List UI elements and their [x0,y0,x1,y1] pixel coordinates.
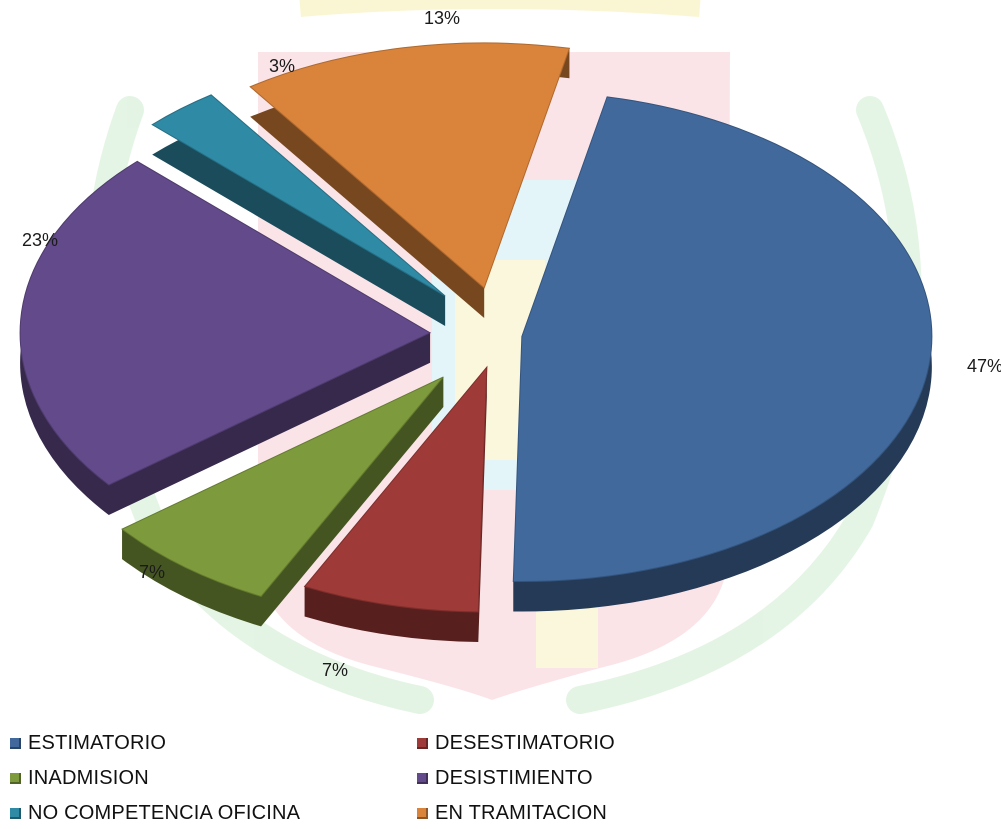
legend-label-desistimiento: DESISTIMIENTO [435,767,593,789]
data-label-no-competencia-oficina: 3% [269,56,295,76]
legend-item-estimatorio: ESTIMATORIO [10,732,166,755]
legend-item-desestimatorio: DESESTIMATORIO [417,732,615,755]
legend-item-inadmision: INADMISION [10,767,149,790]
pie-slice-side-desistimiento [20,161,431,515]
legend-label-inadmision: INADMISION [28,767,149,789]
data-label-desistimiento: 23% [22,230,58,250]
legend-swatch-no-competencia-oficina [10,808,21,819]
data-label-en-tramitacion: 13% [424,8,460,28]
legend-swatch-en-tramitacion [417,808,428,819]
legend-swatch-estimatorio [10,738,21,749]
legend-swatch-desestimatorio [417,738,428,749]
pie-slice-inadmision [121,376,444,597]
data-label-estimatorio: 47% [967,356,1001,376]
pie-slice-estimatorio [512,96,933,582]
pie-slice-desestimatorio [303,365,488,613]
data-label-desestimatorio: 7% [322,660,348,680]
legend-item-desistimiento: DESISTIMIENTO [417,767,593,790]
pie-slice-side-desestimatorio [304,367,487,642]
legend-label-estimatorio: ESTIMATORIO [28,732,167,754]
legend-label-no-competencia-oficina: NO COMPETENCIA OFICINA [28,802,301,824]
legend-label-en-tramitacion: EN TRAMITACION [435,802,608,824]
legend-label-desestimatorio: DESESTIMATORIO [435,732,615,754]
pie-slice-no-competencia-oficina [151,94,446,297]
pie-slice-en-tramitacion [249,42,571,289]
legend-item-en-tramitacion: EN TRAMITACION [417,802,607,825]
data-label-inadmision: 7% [139,562,165,582]
legend-swatch-desistimiento [417,773,428,784]
pie-slice-desistimiento [19,160,432,486]
legend-swatch-inadmision [10,773,21,784]
pie-slice-side-inadmision [122,376,444,627]
legend-item-no-competencia-oficina: NO COMPETENCIA OFICINA [10,802,300,825]
